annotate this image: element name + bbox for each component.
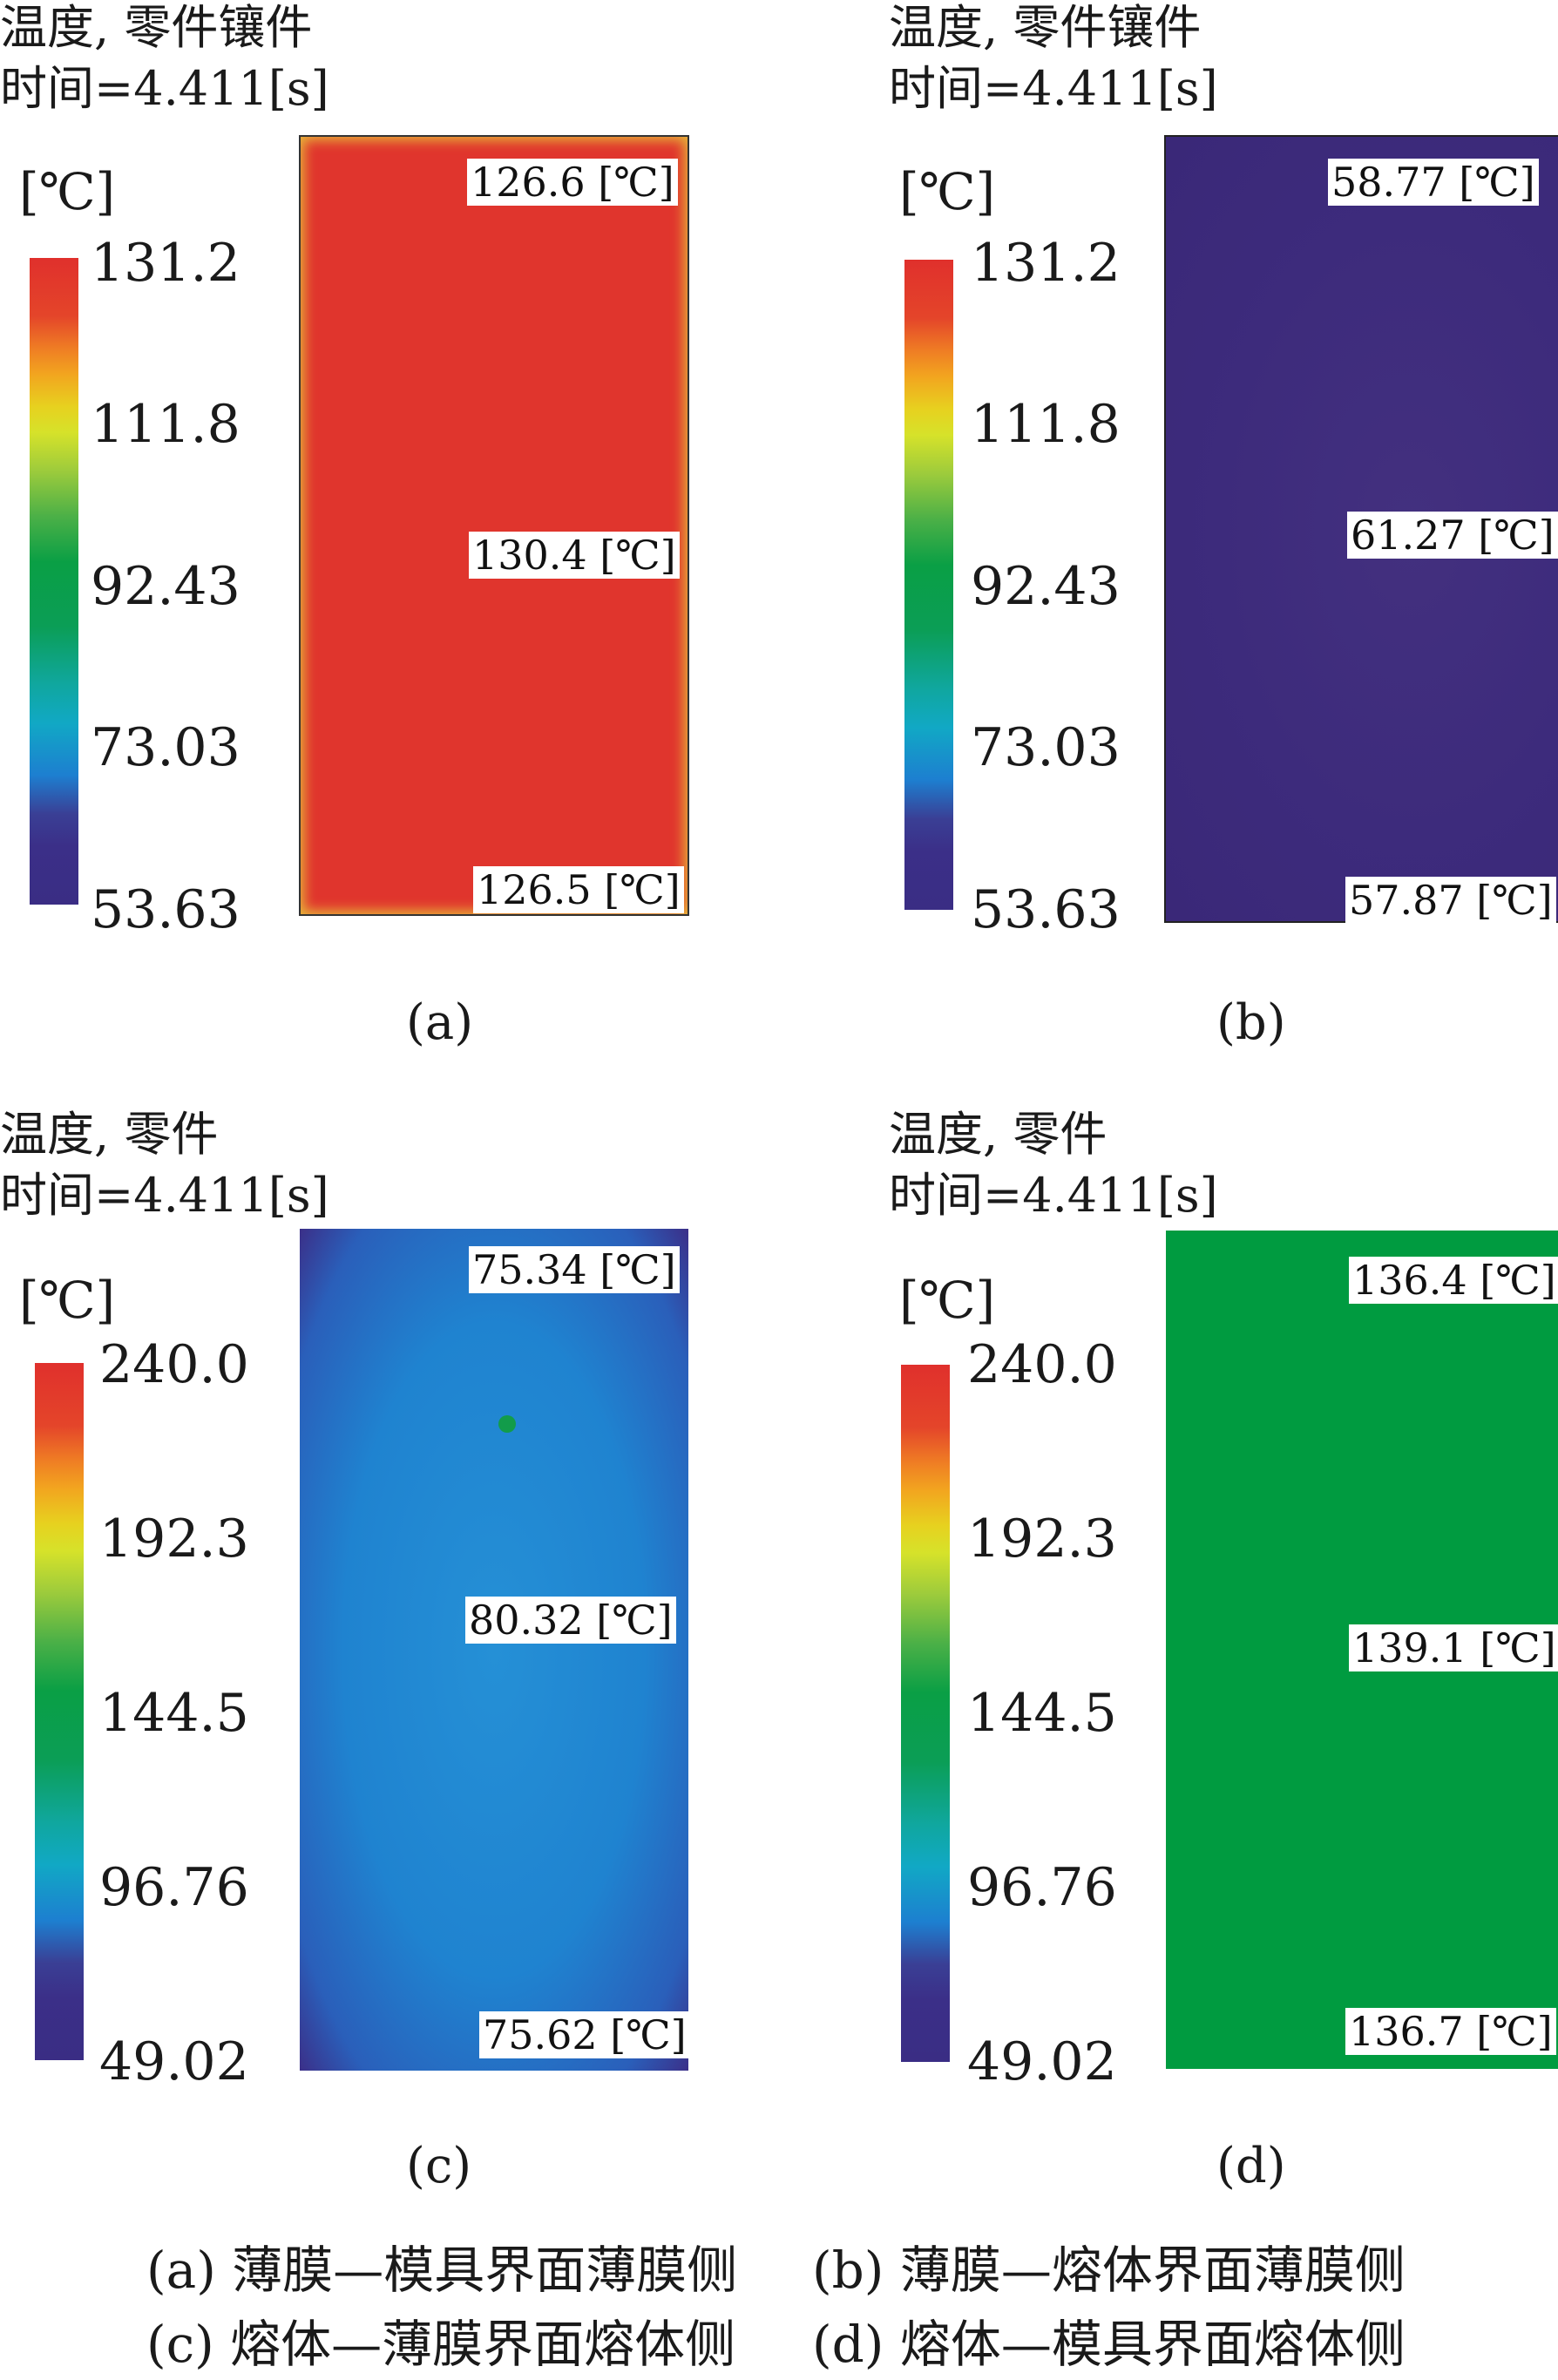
caption-a: (a) 薄膜—模具界面薄膜侧 (146, 2241, 738, 2300)
panel-a-label-mid: 130.4 [℃] (469, 532, 680, 579)
panel-b-time: 时间=4.411[s] (889, 61, 1218, 116)
panel-c: 温度, 零件 时间=4.411[s] [℃] 240.0 192.3 144.5… (0, 1107, 779, 2193)
panel-d-label-top: 136.4 [℃] (1349, 1257, 1558, 1304)
panel-c-time: 时间=4.411[s] (0, 1168, 329, 1223)
panel-b-tick-2: 111.8 (971, 394, 1121, 455)
panel-d-tick-4: 96.76 (967, 1857, 1117, 1918)
panel-c-label-top: 75.34 [℃] (469, 1246, 680, 1293)
panel-c-title: 温度, 零件 (0, 1107, 219, 1162)
panel-d-time: 时间=4.411[s] (889, 1168, 1218, 1223)
panel-a-label-bot: 126.5 [℃] (473, 866, 684, 913)
panel-c-unit: [℃] (19, 1271, 116, 1330)
panel-b: 温度, 零件镶件 时间=4.411[s] [℃] 131.2 111.8 92.… (889, 0, 1558, 1081)
panel-d: 温度, 零件 时间=4.411[s] [℃] 240.0 192.3 144.5… (889, 1107, 1558, 2193)
panel-a-sublabel: (a) (406, 994, 474, 1051)
panel-d-unit: [℃] (899, 1271, 996, 1330)
panel-a-title: 温度, 零件镶件 (0, 0, 313, 55)
panel-c-contour-plot (300, 1229, 688, 2071)
panel-b-colorbar (904, 260, 953, 910)
panel-b-sublabel: (b) (1216, 994, 1286, 1051)
panel-a-label-top: 126.6 [℃] (467, 159, 678, 206)
panel-a-colorbar (30, 258, 78, 905)
panel-c-label-bot: 75.62 [℃] (479, 2011, 690, 2058)
panel-a-tick-2: 111.8 (91, 394, 240, 455)
panel-b-label-top: 58.77 [℃] (1328, 159, 1539, 206)
panel-a-unit: [℃] (19, 162, 116, 221)
caption-b: (b) 薄膜—熔体界面薄膜侧 (812, 2241, 1406, 2300)
panel-d-sublabel: (d) (1216, 2138, 1286, 2194)
panel-a-time: 时间=4.411[s] (0, 61, 329, 116)
panel-a: 温度, 零件镶件 时间=4.411[s] [℃] 131.2 111.8 92.… (0, 0, 779, 1081)
panel-b-title: 温度, 零件镶件 (889, 0, 1202, 55)
panel-d-title: 温度, 零件 (889, 1107, 1108, 1162)
panel-b-label-bot: 57.87 [℃] (1345, 877, 1556, 924)
panel-c-tick-4: 96.76 (99, 1857, 249, 1918)
panel-b-tick-3: 92.43 (971, 556, 1121, 617)
panel-c-tick-3: 144.5 (99, 1683, 249, 1744)
panel-a-contour-plot (299, 135, 689, 916)
panel-a-tick-1: 131.2 (91, 233, 240, 294)
panel-d-label-mid: 139.1 [℃] (1349, 1624, 1558, 1671)
caption-d: (d) 熔体—模具界面熔体侧 (812, 2315, 1406, 2374)
panel-d-colorbar (901, 1365, 950, 2062)
panel-c-colorbar (35, 1363, 84, 2060)
panel-d-tick-5: 49.02 (967, 2031, 1117, 2092)
panel-b-label-mid: 61.27 [℃] (1347, 512, 1558, 559)
panel-a-tick-5: 53.63 (91, 879, 240, 940)
panel-c-hotspot (498, 1415, 516, 1433)
panel-b-unit: [℃] (899, 162, 996, 221)
panel-c-sublabel: (c) (406, 2138, 472, 2194)
panel-c-tick-1: 240.0 (99, 1334, 249, 1395)
caption-c: (c) 熔体—薄膜界面熔体侧 (146, 2315, 736, 2374)
panel-b-tick-5: 53.63 (971, 879, 1121, 940)
panel-c-label-mid: 80.32 [℃] (465, 1597, 676, 1644)
panel-b-tick-1: 131.2 (971, 233, 1121, 294)
panel-d-label-bot: 136.7 [℃] (1345, 2008, 1556, 2055)
panel-d-tick-1: 240.0 (967, 1334, 1117, 1395)
panel-d-tick-3: 144.5 (967, 1683, 1117, 1744)
panel-c-tick-5: 49.02 (99, 2031, 249, 2092)
panel-a-tick-3: 92.43 (91, 556, 240, 617)
panel-a-tick-4: 73.03 (91, 717, 240, 778)
panel-b-tick-4: 73.03 (971, 717, 1121, 778)
panel-c-tick-2: 192.3 (99, 1509, 249, 1570)
panel-d-tick-2: 192.3 (967, 1509, 1117, 1570)
